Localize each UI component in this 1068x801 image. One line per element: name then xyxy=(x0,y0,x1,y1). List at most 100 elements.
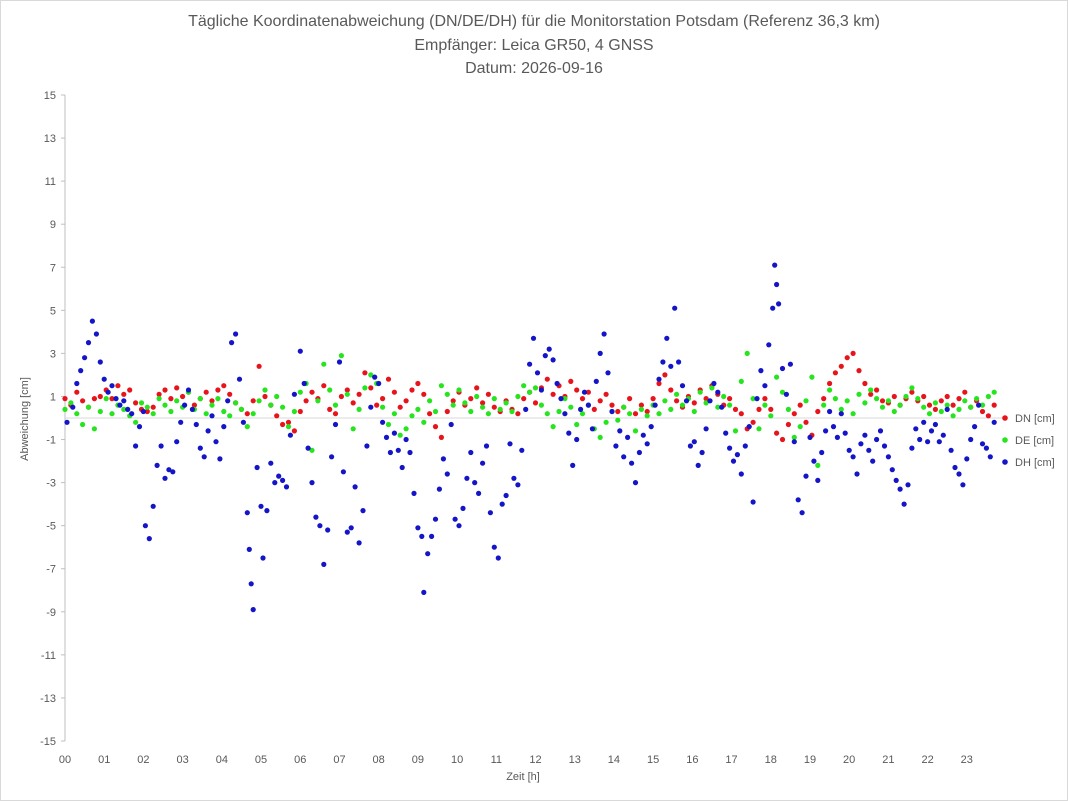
data-point xyxy=(468,396,474,402)
data-point xyxy=(568,404,574,410)
data-point xyxy=(238,406,244,412)
data-point xyxy=(768,406,774,412)
data-point xyxy=(991,389,997,395)
data-point xyxy=(166,467,172,473)
data-point xyxy=(889,467,895,473)
y-tick-label: 11 xyxy=(45,176,56,188)
data-point xyxy=(519,447,525,453)
data-point xyxy=(774,430,780,436)
data-point xyxy=(597,434,603,440)
series-2 xyxy=(64,262,997,613)
x-tick-label: 10 xyxy=(451,754,463,766)
data-point xyxy=(174,385,180,391)
x-tick-label: 00 xyxy=(59,754,71,766)
data-point xyxy=(885,454,892,460)
data-point xyxy=(327,387,333,393)
data-point xyxy=(909,445,915,451)
data-point xyxy=(162,402,168,408)
data-point xyxy=(62,396,68,402)
data-point xyxy=(274,413,280,419)
data-point xyxy=(425,551,431,557)
data-point xyxy=(766,342,772,348)
data-point xyxy=(409,413,415,419)
data-point xyxy=(344,391,350,397)
data-point xyxy=(97,359,103,365)
data-point xyxy=(344,387,350,393)
data-point xyxy=(948,447,954,453)
data-point xyxy=(915,396,921,402)
data-point xyxy=(987,454,993,460)
data-point xyxy=(972,424,978,430)
data-point xyxy=(309,389,315,395)
data-point xyxy=(750,499,756,505)
data-point xyxy=(893,477,899,483)
legend-label: DE [cm] xyxy=(1015,435,1054,447)
data-point xyxy=(197,445,203,451)
data-point xyxy=(832,396,839,402)
data-point xyxy=(189,406,195,412)
data-point xyxy=(662,372,668,378)
data-point xyxy=(721,393,727,400)
data-point xyxy=(391,389,397,395)
data-point xyxy=(683,398,690,404)
data-point xyxy=(697,389,703,395)
data-point xyxy=(380,419,386,425)
data-point xyxy=(621,404,627,410)
data-point xyxy=(636,449,643,456)
data-point xyxy=(444,408,450,415)
data-point xyxy=(938,408,944,415)
data-point xyxy=(74,380,80,387)
x-tick-label: 03 xyxy=(177,754,189,766)
data-point xyxy=(380,404,386,410)
data-point xyxy=(491,544,497,550)
data-point xyxy=(203,411,209,417)
data-point xyxy=(209,398,215,404)
data-point xyxy=(521,383,527,389)
data-point xyxy=(544,376,550,382)
data-point xyxy=(432,424,439,430)
data-point xyxy=(170,469,176,475)
data-point xyxy=(332,402,339,408)
data-point xyxy=(109,383,115,389)
data-point xyxy=(217,456,223,462)
data-point xyxy=(742,443,748,449)
data-point xyxy=(968,436,974,443)
data-point xyxy=(201,454,207,460)
data-point xyxy=(450,402,456,408)
data-point xyxy=(838,411,844,417)
data-point xyxy=(233,331,239,337)
data-point xyxy=(940,432,946,438)
data-point xyxy=(903,393,909,400)
data-point xyxy=(709,385,715,391)
data-point xyxy=(356,540,362,546)
data-point xyxy=(554,380,560,387)
data-point xyxy=(574,387,580,393)
data-point xyxy=(546,346,552,352)
data-point xyxy=(440,456,446,462)
data-point xyxy=(368,404,374,410)
data-point xyxy=(625,434,631,440)
data-point xyxy=(803,419,809,425)
data-point xyxy=(385,421,392,428)
x-tick-label: 11 xyxy=(491,754,502,766)
x-tick-label: 14 xyxy=(608,754,620,766)
x-tick-label: 22 xyxy=(921,754,933,766)
data-point xyxy=(480,400,486,406)
data-point xyxy=(397,432,403,438)
data-point xyxy=(538,387,545,393)
data-point xyxy=(85,340,92,346)
data-point xyxy=(180,393,186,400)
data-point xyxy=(578,406,584,412)
data-point xyxy=(568,378,574,384)
data-point xyxy=(838,406,844,412)
data-point xyxy=(182,402,188,408)
data-point xyxy=(644,413,650,419)
data-point xyxy=(821,402,827,408)
data-point xyxy=(244,411,250,417)
x-tick-label: 08 xyxy=(373,754,385,766)
data-point xyxy=(103,396,109,402)
data-point xyxy=(178,419,184,425)
data-point xyxy=(262,387,268,393)
data-point xyxy=(438,434,444,440)
data-point xyxy=(921,393,927,400)
